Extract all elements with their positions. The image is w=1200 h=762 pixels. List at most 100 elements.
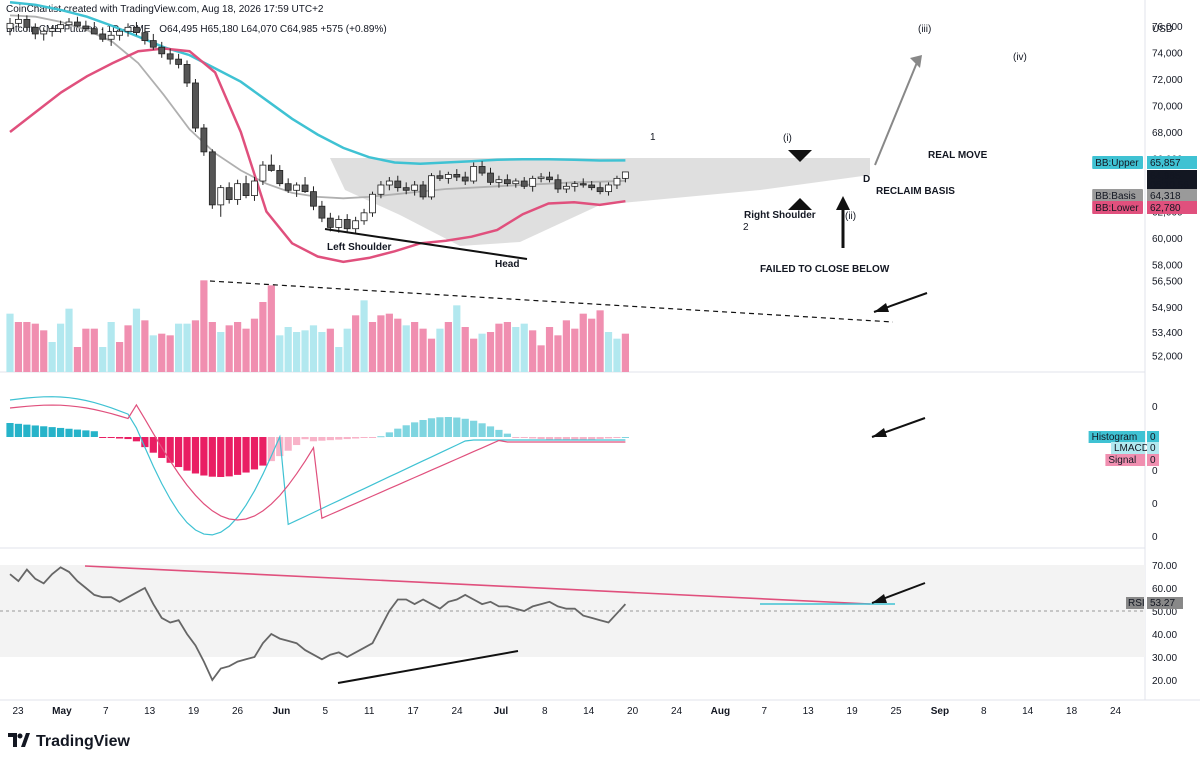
volume-bar: [99, 347, 107, 372]
tag-lmacd-value-box: [1147, 442, 1159, 454]
candle: [99, 33, 107, 40]
tag-bb-lower-label-box: [1092, 201, 1143, 214]
candle: [15, 18, 22, 24]
volume-bar: [520, 323, 528, 372]
time-tick-label: 5: [323, 706, 329, 717]
time-tick-label: 8: [542, 706, 548, 717]
time-axis: 23 May 7 13 19 26 Jun 5 11 17 24 Jul 8 14 20 24 Aug 7 13 19…: [12, 706, 1121, 717]
tradingview-logo[interactable]: TradingView: [8, 733, 130, 751]
real-move-label: REAL MOVE: [928, 150, 988, 161]
price-tick-label: 74,000: [1152, 49, 1183, 60]
macd-histogram-bar: [470, 420, 478, 437]
tag-histogram-value-box: [1147, 431, 1159, 443]
time-tick-label: 14: [1022, 706, 1034, 717]
macd-histogram-bar: [166, 437, 174, 463]
candle: [453, 173, 461, 178]
macd-histogram-bar: [579, 437, 587, 440]
macd-histogram-bar: [343, 437, 351, 440]
candle: [402, 187, 410, 191]
candle: [31, 26, 39, 35]
candle: [242, 183, 250, 197]
candle: [141, 32, 149, 41]
macd-histogram-bar: [284, 437, 292, 451]
tag-bb-upper-value-box: [1147, 156, 1197, 169]
macd-histogram-bar: [132, 437, 141, 442]
macd-histogram-bar: [175, 437, 183, 468]
volume-bar: [90, 328, 98, 372]
candle: [596, 187, 604, 193]
candle: [318, 205, 326, 219]
candle: [217, 187, 225, 206]
macd-histogram-bar: [309, 437, 318, 442]
candle: [259, 164, 267, 182]
price-tick-label: 68,000: [1152, 128, 1183, 139]
time-tick-label: 8: [981, 706, 987, 717]
macd-histogram-bar: [368, 437, 377, 438]
tag-bb-basis-value: 64,318: [1150, 191, 1181, 202]
candle: [478, 166, 486, 174]
macd-histogram-bar: [512, 437, 520, 438]
volume-bar: [166, 335, 174, 372]
macd-histogram-bar: [537, 437, 545, 440]
macd-histogram-bar: [250, 437, 259, 470]
macd-histogram-bar: [545, 437, 554, 440]
candle: [57, 24, 64, 30]
candle: [554, 179, 562, 190]
volume-bar: [200, 280, 208, 372]
tag-bb-basis-value-box: [1147, 189, 1197, 202]
volume-bar: [284, 327, 292, 372]
tag-rsi-value: 53.27: [1150, 598, 1175, 609]
wave-iii-label: (iii): [918, 24, 931, 35]
volume-bar: [82, 328, 90, 372]
candle: [605, 184, 612, 193]
rsi-tick-label: 20.00: [1152, 676, 1177, 687]
macd-histogram-bar: [65, 428, 73, 437]
time-tick-label: 25: [890, 706, 902, 717]
rsi-tick-label: 30.00: [1152, 653, 1177, 664]
tag-bb-lower-label: BB:Lower: [1095, 203, 1139, 214]
price-tick-label: 76,000: [1152, 22, 1183, 33]
macd-histogram-bar: [453, 417, 461, 437]
symbol-name[interactable]: Bitcoin CME Futures · 1D · CME: [6, 24, 151, 35]
last-price-timer: 05:10:56: [1150, 180, 1189, 191]
tag-signal-label: Signal: [1108, 455, 1136, 466]
tag-bb-lower-value-box: [1147, 201, 1197, 214]
tag-rsi-value-box: [1147, 597, 1183, 609]
candle: [495, 179, 503, 183]
candle: [6, 22, 14, 30]
macd-histogram-bar: [444, 417, 452, 437]
volume-bar: [107, 322, 115, 372]
volume-bar: [191, 320, 200, 372]
macd-histogram-bar: [14, 423, 23, 437]
rsi-line: [9, 566, 627, 682]
macd-histogram-bar: [503, 433, 511, 437]
macd-histogram-bar: [411, 422, 419, 437]
rsi-tick-label: 50.00: [1152, 607, 1177, 618]
macd-histogram-bar: [293, 437, 301, 446]
candle: [369, 193, 376, 214]
volume-bar: [73, 347, 82, 372]
volume-bar: [31, 323, 39, 372]
wave-2-label: 2: [743, 222, 749, 233]
volume-tick-label: 54,900: [1152, 303, 1183, 314]
volume-bar: [326, 328, 334, 372]
macd-histogram-bar: [225, 437, 233, 477]
candle: [394, 180, 402, 189]
time-tick-label: Aug: [711, 706, 730, 717]
candle: [428, 175, 435, 198]
left-shoulder-label: Left Shoulder: [327, 242, 392, 253]
candle: [65, 21, 73, 26]
volume-bar: [115, 342, 124, 372]
rsi-pane: [0, 565, 1145, 682]
volume-bar: [14, 322, 23, 372]
candle: [90, 28, 98, 35]
candle: [461, 176, 469, 182]
volume-bar: [360, 300, 368, 372]
time-tick-label: Jun: [273, 706, 291, 717]
volume-bar: [250, 318, 259, 372]
price-axis: USD76,00074,00072,00070,00068,00066,0006…: [1088, 22, 1197, 687]
macd-histogram-bar: [23, 424, 31, 437]
volume-bar: [6, 313, 14, 372]
volume-bar: [65, 308, 73, 372]
